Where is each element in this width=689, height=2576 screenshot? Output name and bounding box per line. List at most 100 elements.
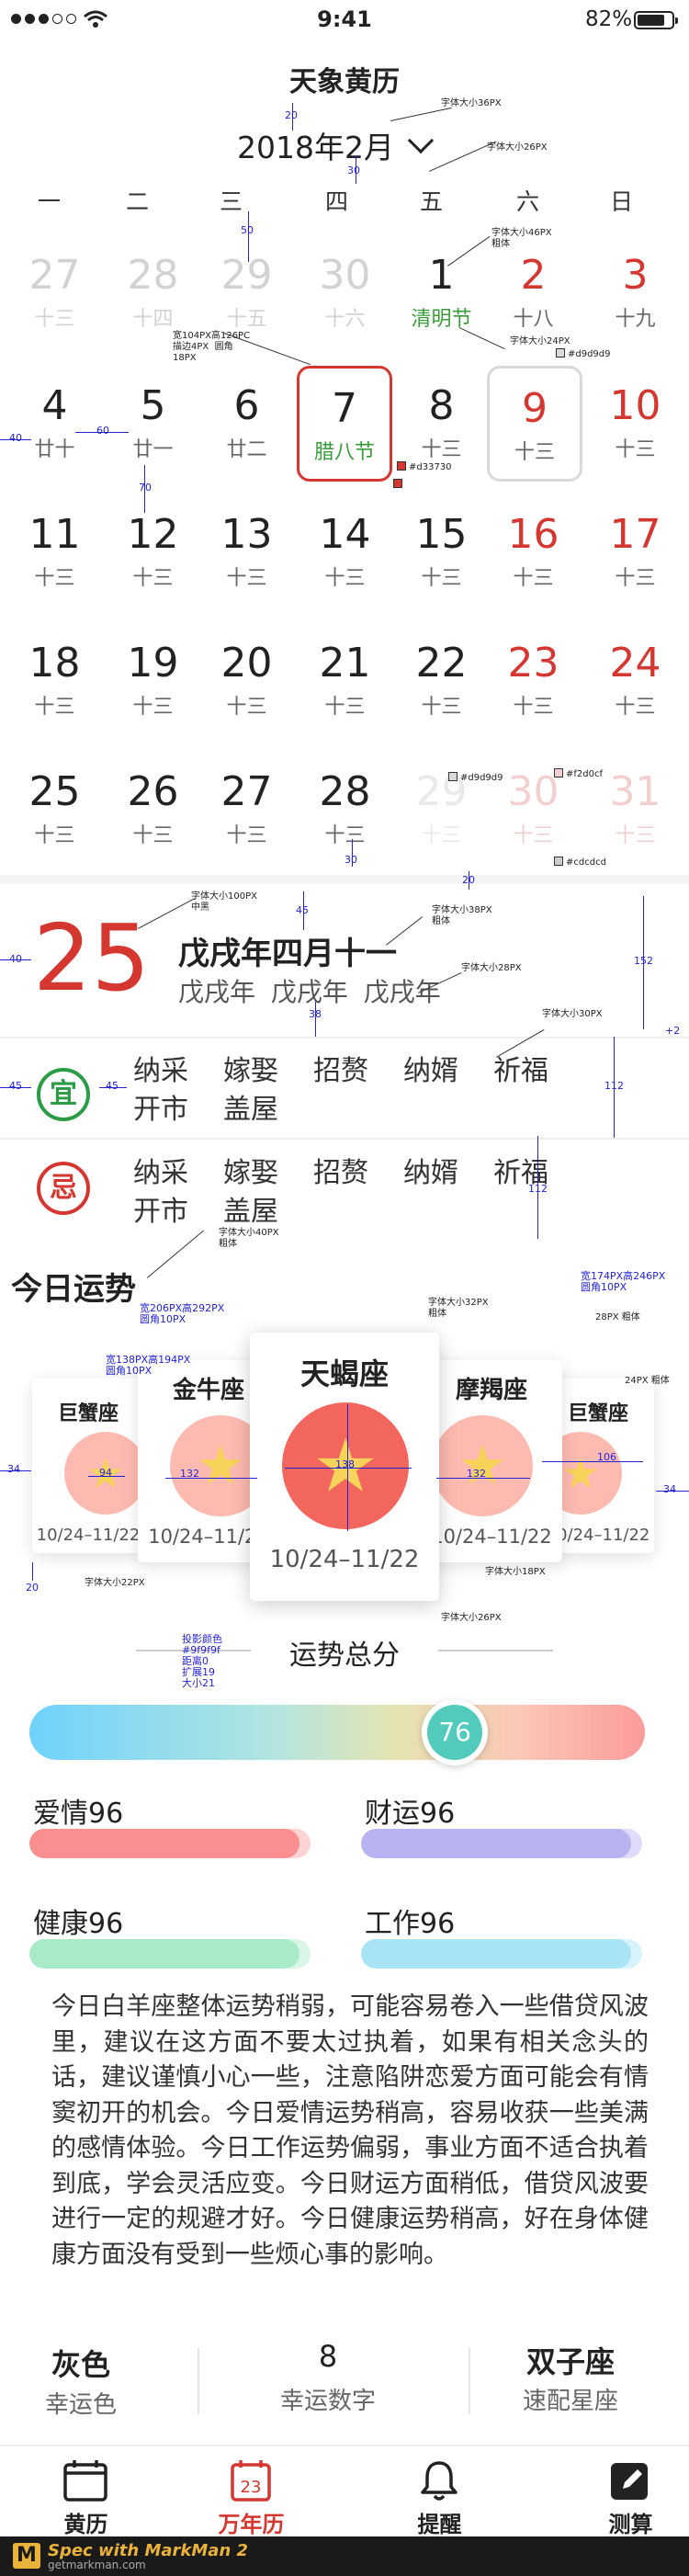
yi-icon: 宜: [37, 1068, 90, 1121]
weekday-label: 一: [37, 188, 61, 215]
measure: +2: [665, 1025, 681, 1037]
zodiac-name: 巨蟹座: [57, 1402, 119, 1425]
measure: 112: [528, 1183, 548, 1195]
measure: 38: [309, 1008, 322, 1020]
measure: 138: [335, 1458, 355, 1470]
calendar-day[interactable]: 15 十三: [392, 492, 491, 611]
calendar-day[interactable]: 9 十三: [487, 366, 582, 482]
calendar-day[interactable]: 12 十三: [104, 492, 202, 611]
divider: [469, 2348, 470, 2414]
calendar-day[interactable]: 18 十三: [6, 620, 104, 740]
day-number: 27: [220, 768, 273, 815]
calendar-day[interactable]: 17 十三: [586, 492, 684, 611]
calendar-day[interactable]: 2 十八: [484, 233, 582, 352]
chevron-down-icon[interactable]: [407, 127, 435, 154]
calendar-day[interactable]: 3 十九: [586, 233, 684, 352]
zodiac-name: 巨蟹座: [567, 1402, 628, 1425]
lunar-label: 十三: [421, 567, 462, 590]
day-number: 15: [415, 511, 468, 558]
calendar-day[interactable]: 14 十三: [296, 492, 394, 611]
day-number: 28: [319, 768, 371, 815]
calendar-day[interactable]: 29 十三: [392, 749, 491, 868]
score-title: 运势总分: [289, 1640, 400, 1672]
calendar-day[interactable]: 8 十三: [392, 363, 491, 482]
battery-icon: [634, 11, 678, 29]
calendar-day[interactable]: 4 廿十: [6, 363, 104, 482]
tab-label: 测算: [608, 2512, 653, 2537]
lunar-label: 十三: [34, 696, 75, 719]
month-selector[interactable]: 2018年2月: [237, 130, 394, 165]
lunar-label: 十三: [615, 567, 656, 590]
lunar-label: 十五: [226, 308, 267, 331]
calendar-day[interactable]: 10 十三: [586, 363, 684, 482]
lunar-label: 十九: [615, 308, 656, 331]
lunar-label: 十四: [132, 308, 174, 331]
weekday-label: 日: [609, 188, 633, 215]
zodiac-card-selected[interactable]: 天蝎座 ★ 10/24–11/22: [250, 1333, 439, 1601]
divider: [438, 1650, 553, 1651]
day-number: 5: [140, 382, 166, 429]
lunar-label: 十三: [34, 567, 75, 590]
tab-wannianli[interactable]: 23 万年历: [165, 2446, 337, 2538]
calendar-day[interactable]: 21 十三: [296, 620, 394, 740]
calendar-day[interactable]: 25 十三: [6, 749, 104, 868]
divider: [0, 1037, 689, 1038]
tab-tixing[interactable]: 提醒: [354, 2446, 525, 2538]
day-number: 29: [415, 768, 468, 815]
day-number: 12: [127, 511, 179, 558]
annotation: 字体大小36PX: [441, 98, 502, 108]
calendar-day[interactable]: 22 十三: [392, 620, 491, 740]
calendar-day[interactable]: 27 十三: [6, 233, 104, 352]
calendar-day[interactable]: 30 十六: [296, 233, 394, 352]
lunar-label: 十三: [421, 696, 462, 719]
day-number: 7: [332, 385, 357, 432]
calendar-day[interactable]: 19 十三: [104, 620, 202, 740]
calendar-day[interactable]: 31 十三: [586, 749, 684, 868]
measure: 70: [139, 482, 152, 494]
tab-cesuan[interactable]: 测算: [545, 2446, 689, 2538]
lunar-label: 十三: [34, 308, 75, 331]
zodiac-date: 10/24–11/22: [546, 1526, 650, 1545]
calendar-day[interactable]: 23 十三: [484, 620, 582, 740]
calendar-day[interactable]: 13 十三: [198, 492, 296, 611]
lunar-label: 十三: [514, 441, 555, 464]
calendar-day[interactable]: 26 十三: [104, 749, 202, 868]
day-number: 10: [609, 382, 661, 429]
calendar-day[interactable]: 28 十四: [104, 233, 202, 352]
calendar-23-icon: 23: [231, 2460, 271, 2502]
annotation: 字体大小100PX 中黑: [191, 891, 257, 913]
lunar-label: 清明节: [411, 308, 472, 331]
calendar-day[interactable]: 6 廿二: [198, 363, 296, 482]
calendar-day[interactable]: 20 十三: [198, 620, 296, 740]
activity-item: 招赘: [313, 1055, 368, 1087]
signal-icon: [11, 14, 76, 24]
score-label: 工作96: [365, 1908, 456, 1940]
color-swatch: [393, 479, 402, 488]
activity-item: 开市: [133, 1094, 188, 1126]
lunar-label: 十三: [132, 567, 174, 590]
zodiac-card[interactable]: 摩羯座 ★ 10/24–11/22: [421, 1360, 562, 1562]
measure: 20: [285, 109, 298, 121]
calendar-day[interactable]: 28 十三: [296, 749, 394, 868]
markman-url: getmarkman.com: [48, 2559, 146, 2571]
calendar-day[interactable]: 11 十三: [6, 492, 104, 611]
calendar-day[interactable]: 5 廿一: [104, 363, 202, 482]
tab-huangli[interactable]: 黄历: [0, 2446, 172, 2538]
calendar-day[interactable]: 16 十三: [484, 492, 582, 611]
calendar-day[interactable]: 29 十五: [198, 233, 296, 352]
score-bar-fill: [361, 1829, 631, 1858]
calendar-day[interactable]: 24 十三: [586, 620, 684, 740]
calendar-day[interactable]: 7 腊八节: [297, 366, 402, 488]
lunar-label: 廿一: [132, 438, 174, 461]
day-number: 8: [428, 382, 455, 429]
yi-activities: 纳采 嫁娶 招赘 纳婿 祈福开市 盖屋: [133, 1052, 629, 1129]
divider: [136, 1650, 251, 1651]
divider: [198, 2348, 199, 2414]
lunar-date: 戊戌年四月十一: [178, 936, 397, 972]
zodiac-card[interactable]: 巨蟹座 ★ 10/24–11/22: [32, 1379, 144, 1553]
calendar-day[interactable]: 30 十三: [484, 749, 582, 868]
day-number: 2: [520, 252, 547, 299]
calendar-day[interactable]: 27 十三: [198, 749, 296, 868]
calendar-day[interactable]: 1 清明节: [392, 233, 491, 352]
day-number: 19: [127, 640, 179, 687]
